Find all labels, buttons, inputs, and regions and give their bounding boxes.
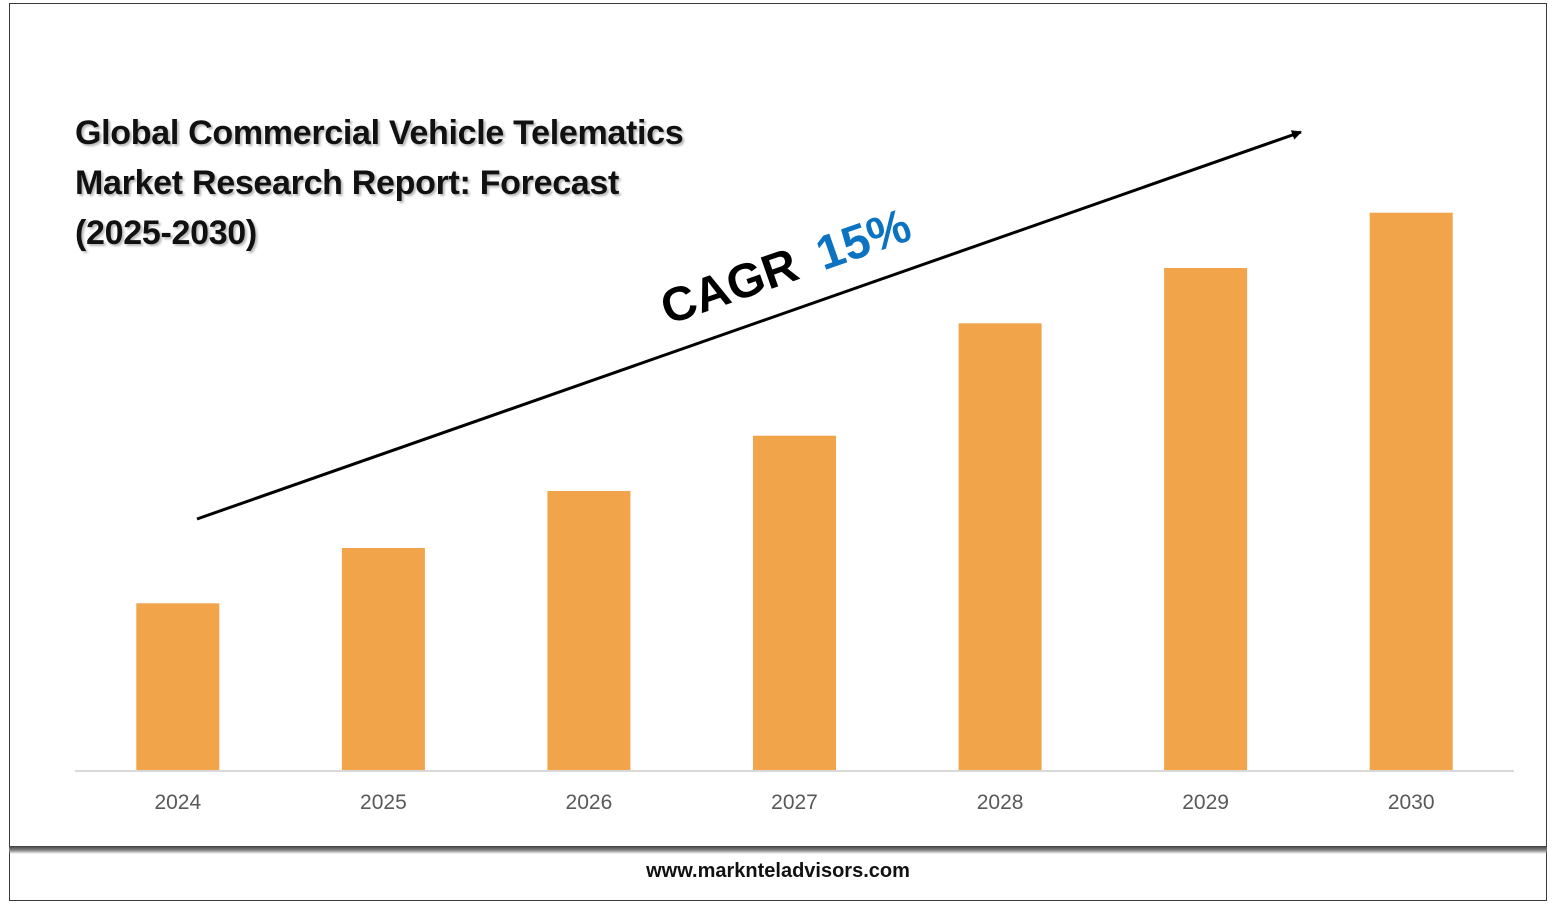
bar-2029 (1164, 268, 1248, 771)
x-tick-label: 2028 (977, 791, 1024, 814)
bar-2024 (136, 603, 220, 771)
x-tick-label: 2027 (771, 791, 818, 814)
bar-2026 (547, 491, 631, 771)
bar-series (136, 212, 1453, 771)
x-tick-label: 2025 (360, 791, 407, 814)
website-footer: www.marknteladvisors.com (646, 860, 910, 882)
x-tick-label: 2029 (1182, 791, 1229, 814)
bar-2027 (753, 435, 836, 771)
chart-title: Global Commercial Vehicle Telematics Mar… (75, 114, 684, 252)
cagr-value: 15% (810, 199, 918, 281)
cagr-annotation: CAGR 15% (654, 199, 918, 335)
bar-2025 (341, 548, 425, 771)
footer-divider (9, 846, 1547, 854)
x-tick-label: 2030 (1388, 791, 1435, 814)
x-tick-label: 2024 (154, 791, 201, 814)
x-tick-label: 2026 (566, 791, 613, 814)
bar-2028 (958, 323, 1042, 771)
cagr-trend-arrow (196, 130, 1302, 521)
bar-2030 (1369, 212, 1453, 771)
cagr-label: CAGR (654, 239, 805, 336)
x-axis-tick-labels: 2024 2025 2026 2027 2028 2029 2030 (154, 791, 1434, 814)
